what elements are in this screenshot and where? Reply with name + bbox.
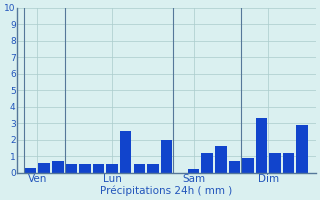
X-axis label: Précipitations 24h ( mm ): Précipitations 24h ( mm ): [100, 185, 233, 196]
Bar: [256, 118, 267, 173]
Bar: [133, 164, 145, 173]
Bar: [269, 153, 281, 173]
Bar: [188, 169, 199, 173]
Bar: [228, 161, 240, 173]
Bar: [79, 164, 91, 173]
Bar: [242, 158, 254, 173]
Bar: [297, 125, 308, 173]
Bar: [106, 164, 118, 173]
Bar: [215, 146, 227, 173]
Bar: [147, 164, 159, 173]
Bar: [52, 161, 64, 173]
Bar: [120, 131, 132, 173]
Bar: [25, 168, 36, 173]
Bar: [201, 153, 213, 173]
Bar: [93, 164, 104, 173]
Bar: [38, 163, 50, 173]
Bar: [161, 140, 172, 173]
Bar: [283, 153, 294, 173]
Bar: [66, 164, 77, 173]
